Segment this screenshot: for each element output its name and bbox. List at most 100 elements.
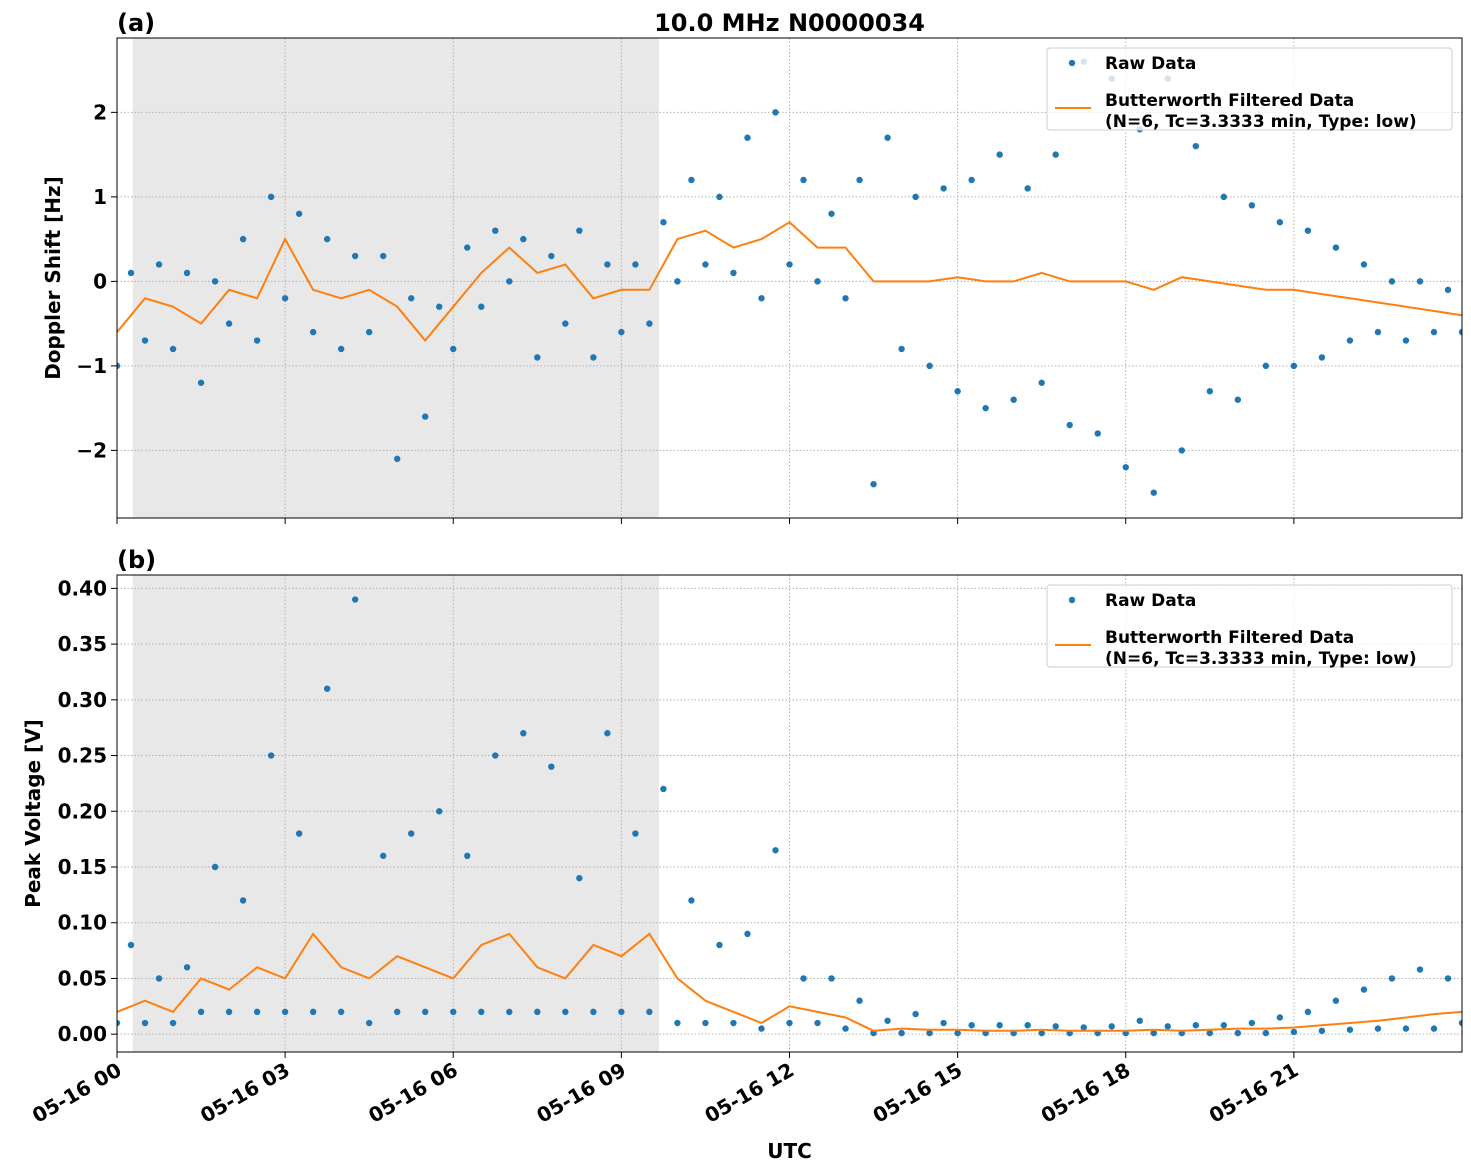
legend-label: Raw Data [1105,54,1196,74]
y-tick-label: −1 [76,354,107,378]
raw-point [884,134,891,141]
raw-point [800,176,807,184]
filtered-line [117,932,1462,1032]
raw-point [660,219,667,226]
raw-point [856,176,863,184]
raw-point [1108,1023,1115,1030]
y-tick-label: 0.20 [58,799,107,823]
raw-point [1080,1024,1087,1031]
raw-point [1346,337,1354,344]
raw-point [351,252,359,260]
raw-point [183,269,191,277]
raw-point [1206,388,1214,395]
raw-point [1318,1027,1326,1035]
raw-point [576,874,583,882]
raw-point [1052,1023,1059,1030]
raw-point [786,261,793,268]
raw-point [758,1025,765,1032]
x-tick-label: 05-16 12 [700,1058,798,1128]
raw-point [1150,1029,1157,1037]
raw-point [1234,1029,1242,1037]
x-tick-label: 05-16 06 [364,1058,462,1128]
raw-point [1332,244,1340,251]
raw-point [982,404,989,412]
x-tick-label: 05-16 21 [1205,1058,1303,1128]
x-tick-label: 05-16 18 [1037,1058,1135,1128]
raw-point [1094,430,1101,437]
raw-point [1248,202,1256,209]
raw-point [1248,1019,1256,1027]
raw-point [744,134,751,141]
raw-point [1304,1008,1312,1016]
raw-point [1276,1014,1284,1021]
raw-point [898,1029,905,1037]
raw-point [996,1022,1003,1029]
raw-point [968,1022,975,1029]
raw-point [926,1029,933,1037]
raw-point [870,480,877,488]
y-tick-label: 0.05 [58,966,107,990]
x-tick-label: 05-16 03 [196,1058,294,1128]
raw-point [1220,1022,1228,1029]
raw-point [1052,151,1059,158]
raw-point [1262,1029,1270,1037]
plot-area [117,596,1462,1037]
raw-point [464,852,471,860]
raw-point [632,830,639,837]
raw-point [562,320,569,327]
raw-point [379,252,387,260]
raw-point [604,730,611,737]
raw-point [197,379,205,386]
raw-point [1430,328,1438,336]
raw-point [492,752,499,759]
raw-point [1388,278,1396,285]
raw-point [1374,1025,1382,1032]
raw-point [169,345,177,353]
raw-point [436,808,443,815]
raw-point [337,345,345,353]
raw-point [1374,328,1382,336]
raw-point [996,151,1003,158]
panel-label: (a) [117,9,155,37]
raw-point [814,1019,821,1027]
raw-point [1122,464,1129,471]
raw-point [1346,1026,1354,1033]
raw-point [1416,278,1424,285]
raw-point [772,847,779,854]
raw-point [323,235,331,243]
raw-point [127,269,135,277]
legend-line: Butterworth Filtered Data [1105,91,1354,111]
raw-point [422,1008,429,1016]
raw-point [632,261,639,268]
raw-point [1332,997,1340,1004]
raw-point [1220,193,1228,201]
raw-point [436,303,443,310]
raw-point [646,320,653,327]
raw-point [786,1019,793,1027]
raw-point [117,1019,121,1027]
x-axis-label: UTC [767,1139,812,1163]
raw-point [1024,185,1031,192]
raw-point [1038,379,1045,386]
raw-point [534,1008,541,1016]
raw-point [1444,975,1452,982]
plot-frame [116,37,1463,519]
raw-point [1024,1022,1031,1029]
raw-point [1360,986,1368,993]
raw-point [141,1019,149,1027]
y-tick-label: −2 [76,438,107,462]
raw-point [1430,1025,1438,1032]
raw-point [478,1008,485,1016]
raw-point [1038,1029,1045,1037]
raw-point [912,193,919,201]
raw-point [1290,362,1298,370]
y-tick-label: 0.15 [58,855,107,879]
raw-point [1150,489,1157,496]
raw-point [884,1017,891,1024]
raw-point [197,1008,205,1016]
raw-point [281,295,289,302]
raw-point [730,269,737,277]
raw-point [1178,447,1185,454]
raw-point [940,1019,947,1027]
raw-point [800,975,807,982]
